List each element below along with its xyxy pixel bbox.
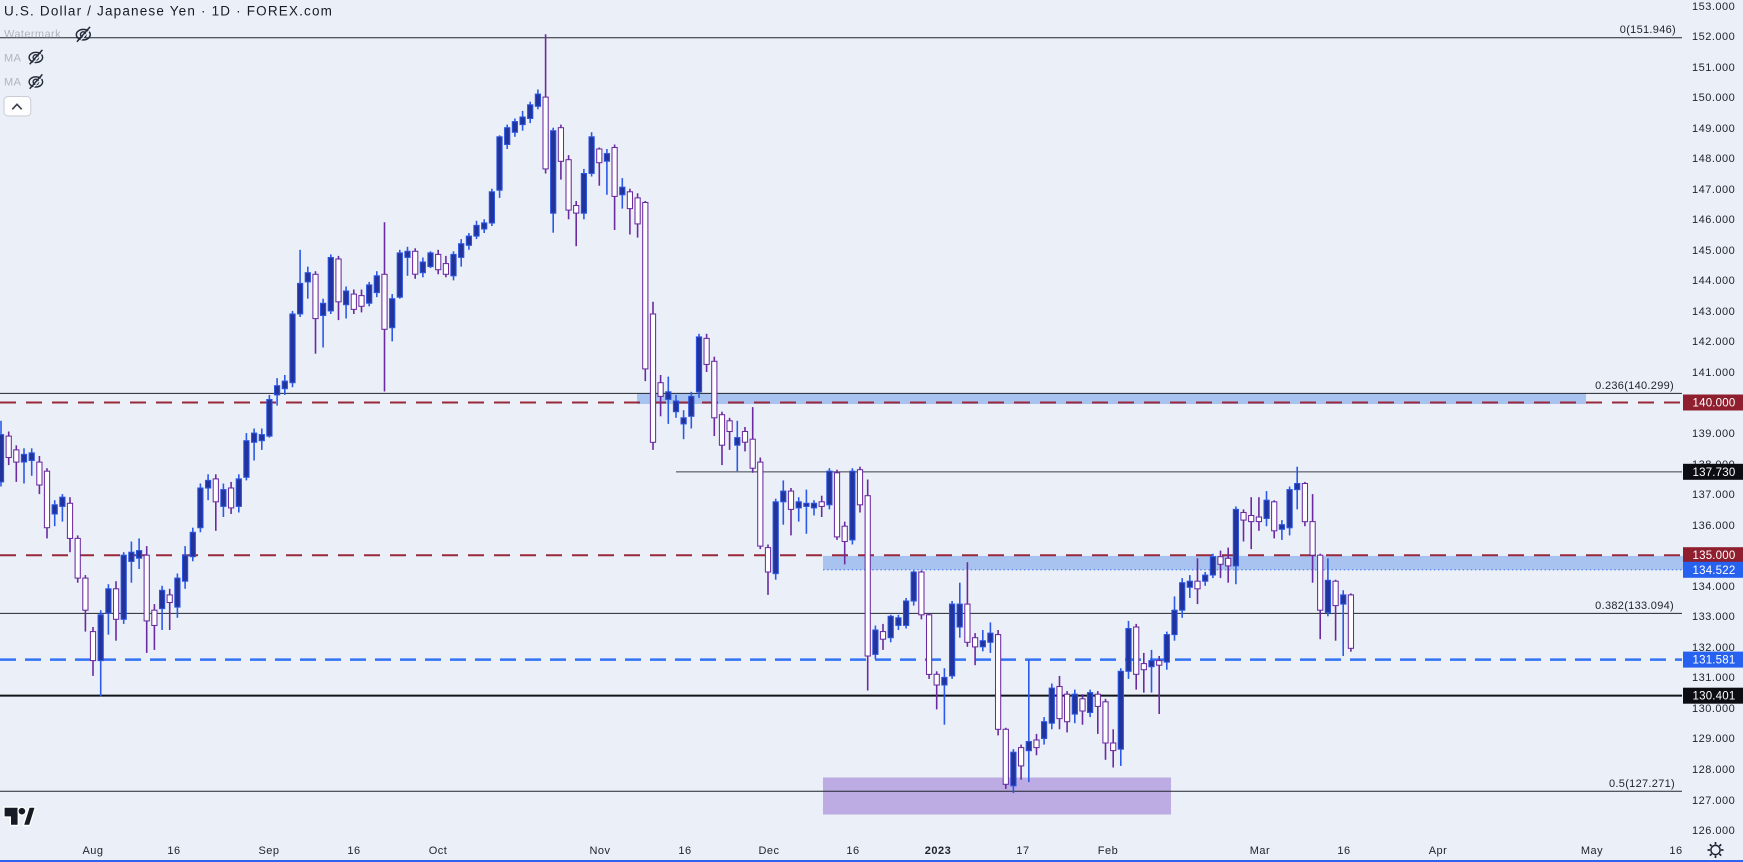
svg-text:16: 16 <box>347 845 360 857</box>
svg-text:139.000: 139.000 <box>1692 428 1735 440</box>
svg-text:135.000: 135.000 <box>1693 550 1736 562</box>
svg-text:126.000: 126.000 <box>1692 825 1735 837</box>
svg-text:0.382(133.094): 0.382(133.094) <box>1595 600 1674 612</box>
svg-text:16: 16 <box>846 845 859 857</box>
svg-text:129.000: 129.000 <box>1692 733 1735 745</box>
svg-text:Apr: Apr <box>1429 845 1448 857</box>
svg-text:Sep: Sep <box>258 845 279 857</box>
svg-text:Oct: Oct <box>429 845 448 857</box>
svg-text:Mar: Mar <box>1250 845 1270 857</box>
svg-text:0.5(127.271): 0.5(127.271) <box>1609 778 1675 790</box>
svg-text:136.000: 136.000 <box>1692 520 1735 532</box>
svg-text:153.000: 153.000 <box>1692 1 1735 13</box>
svg-text:134.000: 134.000 <box>1692 581 1735 593</box>
svg-text:131.581: 131.581 <box>1693 655 1736 667</box>
svg-text:148.000: 148.000 <box>1692 153 1735 165</box>
svg-text:133.000: 133.000 <box>1692 611 1735 623</box>
svg-text:127.000: 127.000 <box>1692 795 1735 807</box>
svg-text:152.000: 152.000 <box>1692 31 1735 43</box>
svg-text:150.000: 150.000 <box>1692 92 1735 104</box>
svg-text:130.401: 130.401 <box>1693 691 1736 703</box>
svg-text:146.000: 146.000 <box>1692 214 1735 226</box>
svg-text:137.730: 137.730 <box>1693 467 1736 479</box>
svg-text:130.000: 130.000 <box>1692 703 1735 715</box>
svg-text:132.000: 132.000 <box>1692 642 1735 654</box>
svg-text:Aug: Aug <box>82 845 103 857</box>
svg-text:16: 16 <box>1669 845 1682 857</box>
svg-text:Feb: Feb <box>1098 845 1118 857</box>
svg-text:128.000: 128.000 <box>1692 764 1735 776</box>
svg-text:145.000: 145.000 <box>1692 245 1735 257</box>
svg-text:149.000: 149.000 <box>1692 123 1735 135</box>
svg-text:137.000: 137.000 <box>1692 489 1735 501</box>
svg-text:MA: MA <box>4 77 22 89</box>
svg-text:142.000: 142.000 <box>1692 336 1735 348</box>
svg-text:151.000: 151.000 <box>1692 62 1735 74</box>
svg-text:140.000: 140.000 <box>1693 398 1736 410</box>
svg-text:0.236(140.299): 0.236(140.299) <box>1595 380 1674 392</box>
svg-text:131.000: 131.000 <box>1692 672 1735 684</box>
svg-text:141.000: 141.000 <box>1692 367 1735 379</box>
svg-text:Nov: Nov <box>589 845 610 857</box>
svg-text:Dec: Dec <box>758 845 779 857</box>
svg-text:147.000: 147.000 <box>1692 184 1735 196</box>
svg-text:143.000: 143.000 <box>1692 306 1735 318</box>
svg-text:MA: MA <box>4 53 22 65</box>
svg-text:16: 16 <box>1337 845 1350 857</box>
svg-text:Watermark: Watermark <box>4 29 61 41</box>
svg-text:May: May <box>1581 845 1603 857</box>
svg-text:17: 17 <box>1016 845 1029 857</box>
svg-text:16: 16 <box>678 845 691 857</box>
svg-text:0(151.946): 0(151.946) <box>1620 24 1676 36</box>
svg-text:U.S. Dollar / Japanese Yen · 1: U.S. Dollar / Japanese Yen · 1D · FOREX.… <box>4 4 333 19</box>
svg-text:144.000: 144.000 <box>1692 275 1735 287</box>
svg-text:134.522: 134.522 <box>1693 565 1736 577</box>
svg-text:2023: 2023 <box>925 845 951 857</box>
svg-text:16: 16 <box>167 845 180 857</box>
